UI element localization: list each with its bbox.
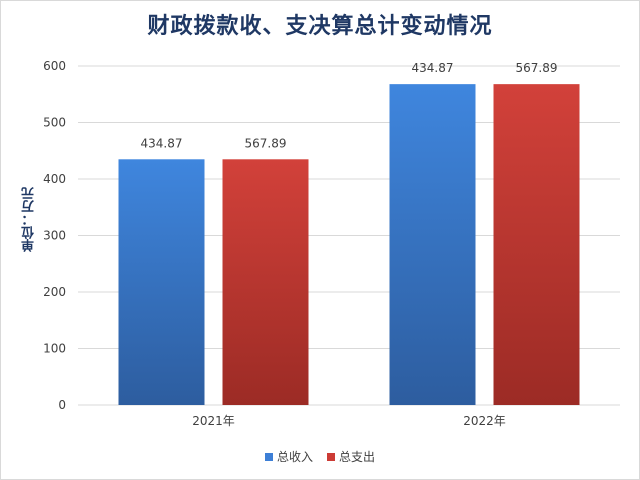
x-tick-label: 2022年: [463, 414, 506, 428]
y-tick-label: 500: [43, 116, 66, 130]
legend-swatch-expense: [327, 452, 335, 461]
legend-label-expense: 总支出: [339, 450, 376, 464]
x-tick-label: 2021年: [192, 414, 235, 428]
legend-item-expense: 总支出: [327, 448, 375, 465]
bar-income-0: [118, 159, 205, 405]
y-tick-label: 0: [58, 398, 66, 412]
legend-swatch-income: [264, 452, 273, 461]
y-tick-label: 200: [43, 285, 66, 299]
bar-income-1: [389, 84, 476, 405]
y-tick-label: 300: [43, 229, 66, 243]
y-tick-label: 400: [43, 172, 66, 186]
y-tick-label: 100: [43, 342, 66, 356]
legend-item-income: 总收入: [264, 448, 313, 465]
chart-legend: 总收入 总支出: [0, 448, 640, 465]
data-label: 434.87: [412, 61, 454, 75]
data-label: 567.89: [245, 136, 287, 150]
chart-title: 财政拨款收、支决算总计变动情况: [147, 14, 493, 39]
bar-expense-1: [493, 84, 580, 405]
data-label: 434.87: [141, 136, 183, 150]
bar-expense-0: [222, 159, 309, 405]
legend-label-income: 总收入: [276, 450, 313, 464]
data-label: 567.89: [516, 61, 558, 75]
y-tick-label: 600: [43, 59, 66, 73]
